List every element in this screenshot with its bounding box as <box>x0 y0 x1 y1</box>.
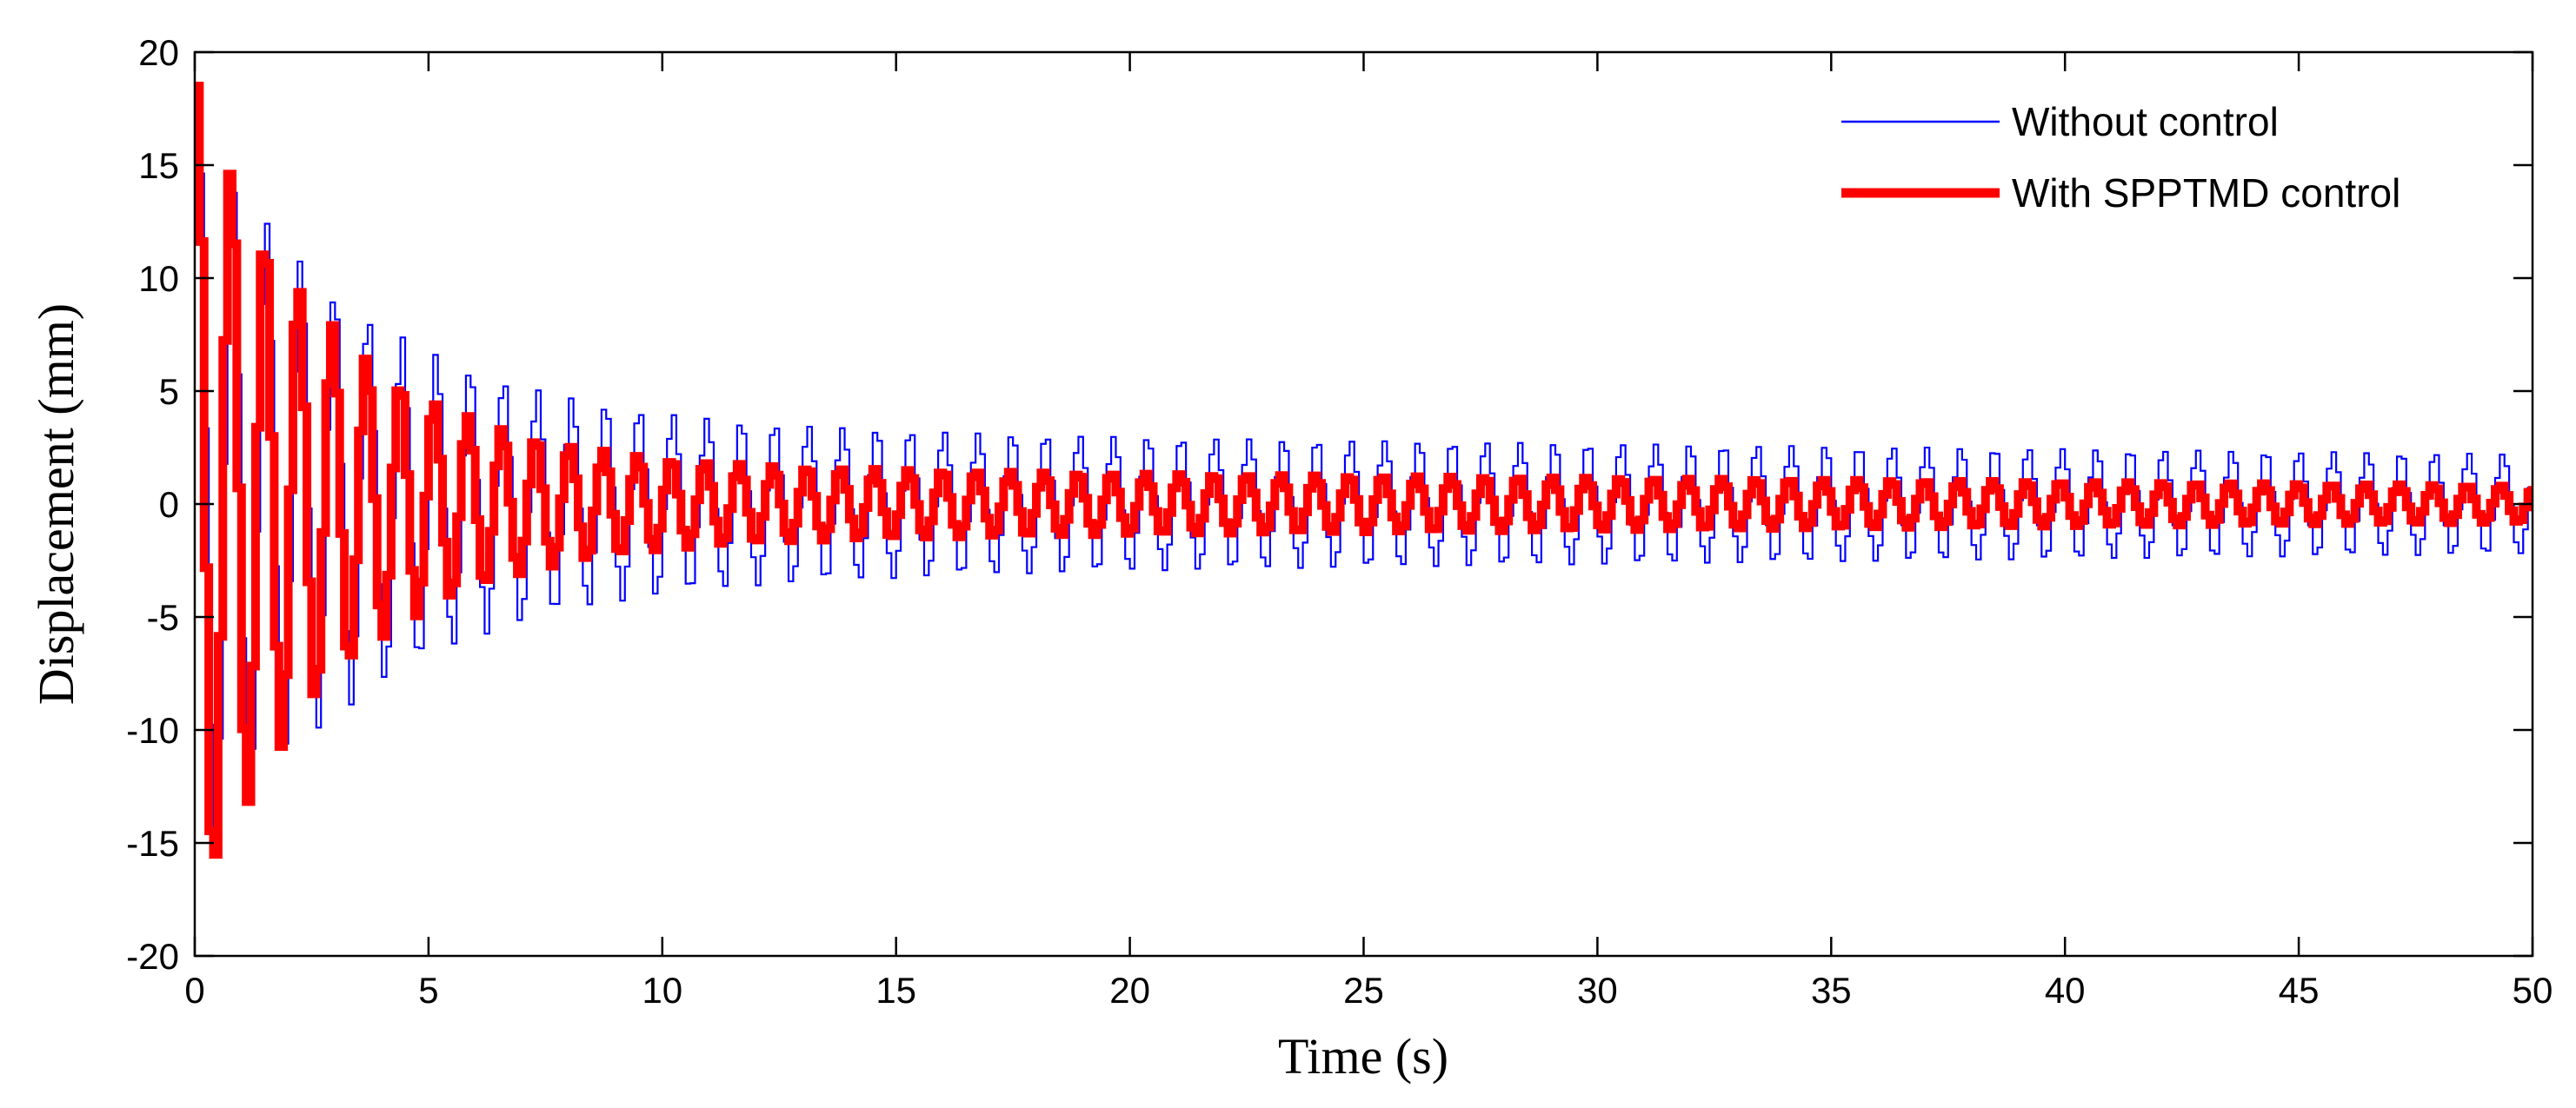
x-tick-label: 50 <box>2513 970 2553 1011</box>
x-tick-label: 30 <box>1577 970 1618 1011</box>
y-tick-label: 20 <box>138 32 179 73</box>
series-layer <box>195 82 2533 859</box>
legend-box <box>1826 78 2513 252</box>
y-tick-label: -15 <box>126 823 179 864</box>
x-tick-label: 20 <box>1109 970 1150 1011</box>
x-tick-label: 15 <box>875 970 916 1011</box>
y-tick-label: -10 <box>126 710 179 751</box>
series-line-with-spptmd-control <box>195 82 2533 859</box>
y-tick-label: 15 <box>138 145 179 186</box>
x-tick-label: 25 <box>1343 970 1384 1011</box>
x-tick-label: 45 <box>2279 970 2320 1011</box>
y-tick-label: -20 <box>126 936 179 977</box>
x-tick-label: 0 <box>184 970 204 1011</box>
y-tick-label: 0 <box>159 484 179 525</box>
x-tick-label: 40 <box>2045 970 2086 1011</box>
legend-label-without-control: Without control <box>2012 99 2279 144</box>
y-tick-label: 10 <box>138 258 179 299</box>
series-line-without-control <box>195 144 2533 858</box>
x-tick-label: 5 <box>418 970 438 1011</box>
y-axis-label: Displacement (mm) <box>28 303 84 705</box>
x-tick-label: 10 <box>642 970 682 1011</box>
y-tick-label: -5 <box>147 597 179 638</box>
x-axis-label: Time (s) <box>1278 1028 1448 1085</box>
x-tick-label: 35 <box>1811 970 1852 1011</box>
legend: Without control With SPPTMD control <box>1826 78 2513 252</box>
legend-label-with-spptmd-control: With SPPTMD control <box>2012 170 2400 216</box>
y-tick-label: 5 <box>159 371 179 412</box>
